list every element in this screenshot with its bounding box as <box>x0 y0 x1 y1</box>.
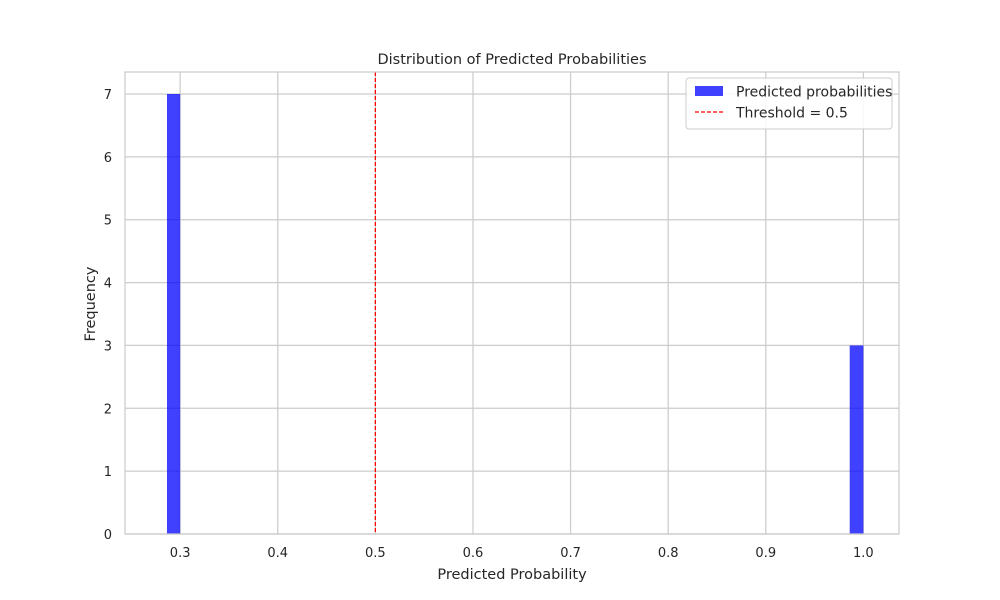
x-tick-label: 0.9 <box>755 546 776 561</box>
x-tick-label: 0.6 <box>463 546 484 561</box>
x-tick-label: 1.0 <box>853 546 874 561</box>
x-tick-label: 0.3 <box>170 546 191 561</box>
x-tick-label: 0.5 <box>365 546 386 561</box>
y-axis-label: Frequency <box>83 266 99 341</box>
y-tick-label: 3 <box>104 339 112 354</box>
y-tick-label: 5 <box>104 214 112 229</box>
x-axis-label: Predicted Probability <box>437 567 587 583</box>
x-tick-label: 0.4 <box>267 546 288 561</box>
plot-frame <box>124 71 900 535</box>
y-tick-label: 6 <box>104 151 112 166</box>
y-tick-label: 1 <box>104 465 112 480</box>
y-tick-label: 0 <box>104 528 112 543</box>
chart-title: Distribution of Predicted Probabilities <box>377 52 646 68</box>
legend-label-predicted-probabilities: Predicted probabilities <box>736 85 892 101</box>
x-tick-labels: 0.3 0.4 0.5 0.6 0.7 0.8 0.9 1.0 <box>170 546 874 561</box>
y-tick-labels: 0 1 2 3 4 5 6 7 <box>104 88 112 543</box>
legend-label-threshold: Threshold = 0.5 <box>735 106 848 122</box>
histogram-bar <box>166 94 181 534</box>
legend: Predicted probabilities Threshold = 0.5 <box>685 77 893 130</box>
histogram-bar <box>849 345 864 534</box>
legend-box <box>685 77 893 130</box>
grid-lines <box>125 72 899 535</box>
x-tick-label: 0.8 <box>658 546 679 561</box>
x-tick-label: 0.7 <box>560 546 581 561</box>
bars <box>166 94 864 534</box>
y-tick-label: 4 <box>104 277 112 292</box>
legend-swatch-predicted-probabilities <box>695 86 723 96</box>
y-tick-label: 7 <box>104 88 112 103</box>
y-tick-label: 2 <box>104 402 112 417</box>
